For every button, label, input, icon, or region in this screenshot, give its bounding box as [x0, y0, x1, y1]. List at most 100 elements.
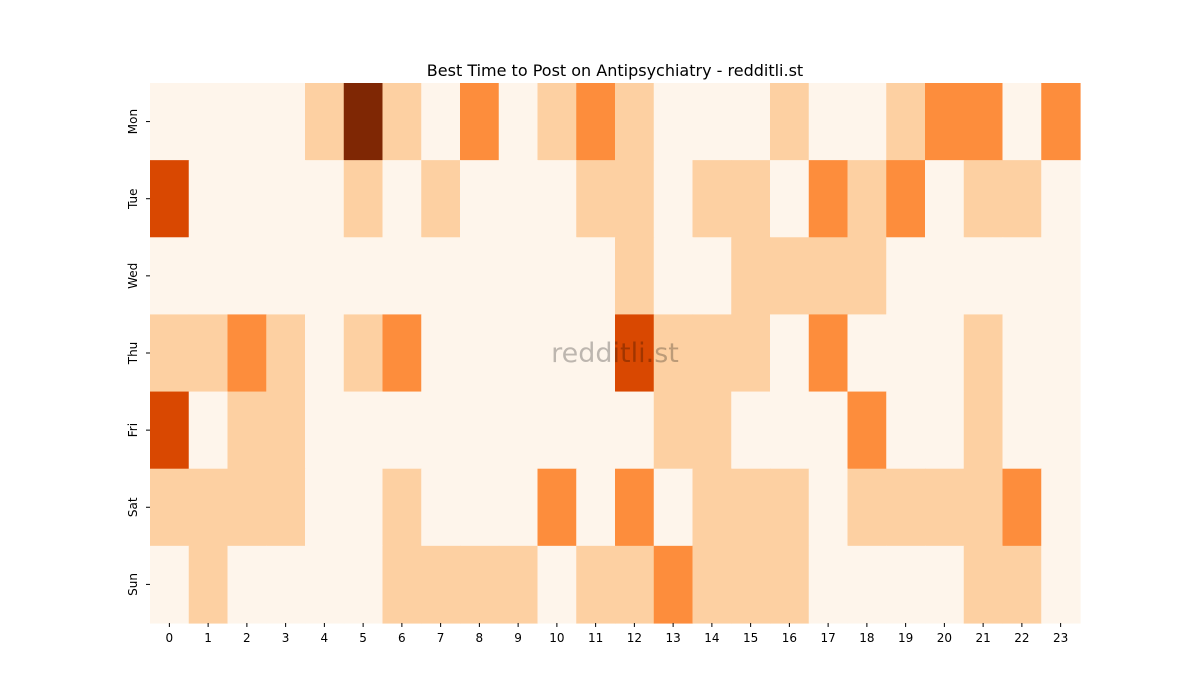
heatmap-cell-mon-10 [537, 83, 577, 161]
heatmap-cell-fri-4 [305, 391, 345, 470]
x-tick-label: 7 [437, 631, 445, 645]
heatmap-cell-tue-17 [808, 160, 849, 238]
x-tick-label: 0 [166, 631, 174, 645]
heatmap-cell-mon-1 [188, 83, 229, 161]
heatmap-cell-fri-20 [925, 391, 965, 470]
y-axis: Mon Tue Wed Thu Fri Sat Sun [126, 109, 150, 596]
heatmap-cell-tue-23 [1041, 160, 1081, 238]
heatmap-cell-sun-5 [343, 545, 384, 624]
heatmap-cell-sat-9 [498, 468, 539, 547]
heatmap-cell-sat-22 [1002, 468, 1042, 547]
heatmap-cell-wed-18 [847, 237, 887, 316]
y-tick-label: Wed [126, 263, 140, 289]
heatmap-cell-thu-10 [537, 314, 577, 393]
heatmap-cell-mon-17 [808, 83, 849, 161]
heatmap-cell-thu-9 [498, 314, 539, 393]
heatmap-cell-fri-11 [576, 391, 616, 470]
x-axis: 0 1 2 3 4 5 6 7 8 9 10 11 12 13 14 15 16 17 18 19 20 21 22 23 [166, 622, 1068, 645]
heatmap-cell-fri-5 [343, 391, 384, 470]
heatmap-cell-tue-12 [615, 160, 655, 238]
heatmap-cell-tue-8 [460, 160, 500, 238]
heatmap-cell-wed-3 [266, 237, 306, 316]
heatmap-cell-tue-1 [188, 160, 229, 238]
heatmap-cell-sat-5 [343, 468, 384, 547]
heatmap-cell-wed-14 [692, 237, 732, 316]
heatmap-cell-sun-14 [692, 545, 732, 624]
x-tick-label: 3 [282, 631, 290, 645]
heatmap-cell-wed-22 [1002, 237, 1042, 316]
y-tick-label: Fri [126, 423, 140, 437]
heatmap-cell-sat-8 [460, 468, 500, 547]
heatmap-cell-tue-20 [925, 160, 965, 238]
heatmap-cell-sun-3 [266, 545, 306, 624]
heatmap-cell-fri-6 [382, 391, 422, 470]
heatmap-cell-tue-6 [382, 160, 422, 238]
x-tick-label: 18 [859, 631, 874, 645]
heatmap-cell-fri-0 [150, 391, 190, 470]
heatmap-cell-wed-1 [188, 237, 229, 316]
heatmap-cell-thu-8 [460, 314, 500, 393]
heatmap-cell-fri-13 [653, 391, 694, 470]
chart-title: Best Time to Post on Antipsychiatry - re… [427, 61, 803, 80]
heatmap-cell-mon-2 [227, 83, 267, 161]
heatmap-cell-thu-4 [305, 314, 345, 393]
heatmap-cell-sun-13 [653, 545, 694, 624]
heatmap-cell-wed-12 [615, 237, 655, 316]
heatmap-cell-thu-5 [343, 314, 384, 393]
heatmap-cell-sun-9 [498, 545, 539, 624]
heatmap-cell-sun-0 [150, 545, 190, 624]
heatmap-cell-sun-1 [188, 545, 229, 624]
heatmap-cell-sat-11 [576, 468, 616, 547]
heatmap-cell-thu-12 [615, 314, 655, 393]
heatmap-cell-wed-7 [421, 237, 461, 316]
heatmap-cell-thu-14 [692, 314, 732, 393]
heatmap-cell-sun-6 [382, 545, 422, 624]
heatmap-cell-tue-3 [266, 160, 306, 238]
x-tick-label: 1 [204, 631, 212, 645]
heatmap-cell-tue-13 [653, 160, 694, 238]
heatmap-cell-wed-4 [305, 237, 345, 316]
heatmap-cell-mon-8 [460, 83, 500, 161]
heatmap-cell-tue-9 [498, 160, 539, 238]
x-tick-label: 20 [937, 631, 952, 645]
heatmap-cell-mon-16 [770, 83, 810, 161]
heatmap-cell-thu-2 [227, 314, 267, 393]
heatmap-cell-sat-21 [963, 468, 1004, 547]
heatmap-cell-sun-11 [576, 545, 616, 624]
heatmap-cell-tue-11 [576, 160, 616, 238]
heatmap-cell-mon-19 [886, 83, 926, 161]
heatmap-cell-thu-7 [421, 314, 461, 393]
heatmap-cell-sun-23 [1041, 545, 1081, 624]
heatmap-cell-sun-19 [886, 545, 926, 624]
heatmap-cell-wed-11 [576, 237, 616, 316]
heatmap-cell-thu-18 [847, 314, 887, 393]
heatmap-cell-mon-14 [692, 83, 732, 161]
heatmap-cell-wed-10 [537, 237, 577, 316]
heatmap-cell-tue-22 [1002, 160, 1042, 238]
heatmap-cell-tue-16 [770, 160, 810, 238]
heatmap-cell-sat-3 [266, 468, 306, 547]
heatmap-cell-wed-17 [808, 237, 849, 316]
heatmap-cell-thu-1 [188, 314, 229, 393]
heatmap-cell-thu-16 [770, 314, 810, 393]
heatmap-cell-fri-22 [1002, 391, 1042, 470]
heatmap-cell-wed-20 [925, 237, 965, 316]
heatmap-cell-fri-15 [731, 391, 771, 470]
heatmap-cell-tue-0 [150, 160, 190, 238]
heatmap-cell-fri-12 [615, 391, 655, 470]
heatmap-cell-fri-3 [266, 391, 306, 470]
heatmap-cell-wed-23 [1041, 237, 1081, 316]
x-tick-label: 16 [782, 631, 797, 645]
heatmap-cell-sat-4 [305, 468, 345, 547]
heatmap-cell-tue-4 [305, 160, 345, 238]
heatmap-cell-mon-9 [498, 83, 539, 161]
heatmap-cell-thu-17 [808, 314, 849, 393]
heatmap-cell-sun-15 [731, 545, 771, 624]
x-tick-label: 17 [820, 631, 835, 645]
x-tick-label: 5 [359, 631, 367, 645]
heatmap-cell-sun-4 [305, 545, 345, 624]
heatmap-cell-sun-20 [925, 545, 965, 624]
heatmap-cell-wed-6 [382, 237, 422, 316]
heatmap-cell-tue-10 [537, 160, 577, 238]
